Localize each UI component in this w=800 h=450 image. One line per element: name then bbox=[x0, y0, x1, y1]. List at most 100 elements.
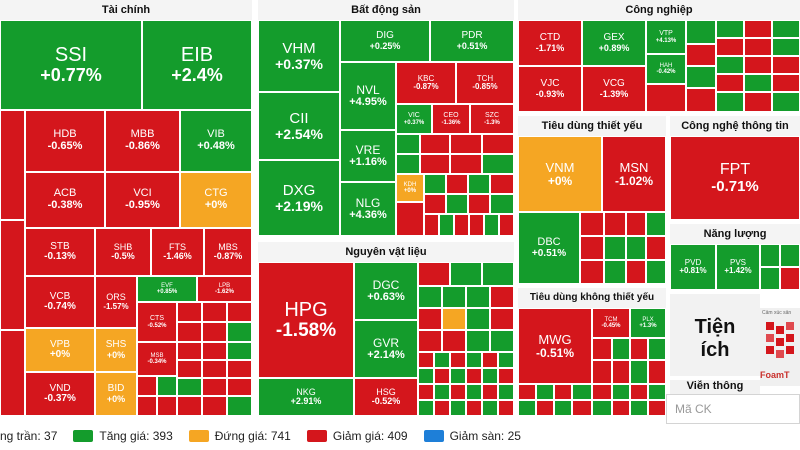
stock-tile-small[interactable] bbox=[446, 194, 468, 214]
stock-tile-small[interactable] bbox=[716, 92, 744, 112]
tile-mbs[interactable]: MBS -0.87% bbox=[204, 228, 252, 276]
stock-tile-small[interactable] bbox=[612, 384, 630, 400]
stock-tile-small[interactable] bbox=[772, 20, 800, 38]
tile-left-col-1[interactable] bbox=[0, 110, 25, 220]
stock-tile-small[interactable] bbox=[744, 38, 772, 56]
tile-vtp[interactable]: VTP +4.13% bbox=[646, 20, 686, 54]
stock-tile-small[interactable] bbox=[536, 400, 554, 416]
stock-tile-small[interactable] bbox=[716, 20, 744, 38]
stock-tile-small[interactable] bbox=[418, 286, 442, 308]
stock-tile-small[interactable] bbox=[420, 154, 450, 174]
tile-vcg[interactable]: VCG -1.39% bbox=[582, 66, 646, 112]
stock-tile-small[interactable] bbox=[418, 330, 442, 352]
stock-tile-small[interactable] bbox=[450, 368, 466, 384]
stock-tile-small[interactable] bbox=[227, 378, 252, 396]
stock-tile-small[interactable] bbox=[592, 338, 612, 360]
tile-msn[interactable]: MSN -1.02% bbox=[602, 136, 666, 212]
stock-tile-small[interactable] bbox=[466, 330, 490, 352]
stock-tile-small[interactable] bbox=[760, 267, 780, 290]
tile-kbc[interactable]: KBC -0.87% bbox=[396, 62, 456, 104]
stock-tile-small[interactable] bbox=[418, 308, 442, 330]
tile-pdr[interactable]: PDR +0.51% bbox=[430, 20, 514, 62]
stock-tile-small[interactable] bbox=[648, 338, 666, 360]
stock-tile-small[interactable] bbox=[418, 384, 434, 400]
tile-vic[interactable]: VIC +0.37% bbox=[396, 104, 432, 134]
stock-tile-small[interactable] bbox=[592, 360, 612, 384]
tile-left-col-3[interactable] bbox=[0, 330, 25, 416]
stock-tile-small[interactable] bbox=[434, 400, 450, 416]
stock-tile-small[interactable] bbox=[396, 154, 420, 174]
tile-vcb[interactable]: VCB -0.74% bbox=[25, 276, 95, 328]
tile-dig[interactable]: DIG +0.25% bbox=[340, 20, 430, 62]
stock-tile-small[interactable] bbox=[498, 384, 514, 400]
stock-tile-small[interactable] bbox=[177, 360, 202, 378]
stock-tile-small[interactable] bbox=[442, 308, 466, 330]
stock-tile-small[interactable] bbox=[202, 302, 227, 322]
stock-tile-small[interactable] bbox=[434, 352, 450, 368]
stock-tile-small[interactable] bbox=[482, 262, 514, 286]
stock-tile-small[interactable] bbox=[554, 400, 572, 416]
stock-tile-small[interactable] bbox=[396, 202, 424, 236]
stock-tile-small[interactable] bbox=[490, 286, 514, 308]
stock-tile-small[interactable] bbox=[744, 74, 772, 92]
tile-stb[interactable]: STB -0.13% bbox=[25, 228, 95, 276]
tile-cts[interactable]: CTS -0.52% bbox=[137, 302, 177, 342]
stock-tile-small[interactable] bbox=[648, 400, 666, 416]
tile-pvs[interactable]: PVS +1.42% bbox=[716, 244, 760, 290]
tile-evf[interactable]: EVF +0.85% bbox=[137, 276, 197, 302]
tile-lpb[interactable]: LPB -1.62% bbox=[197, 276, 252, 302]
tile-hdb[interactable]: HDB -0.65% bbox=[25, 110, 105, 172]
stock-tile-small[interactable] bbox=[482, 384, 498, 400]
tile-fts[interactable]: FTS -1.46% bbox=[151, 228, 204, 276]
stock-tile-small[interactable] bbox=[227, 302, 252, 322]
stock-tile-small[interactable] bbox=[482, 400, 498, 416]
tile-acb[interactable]: ACB -0.38% bbox=[25, 172, 105, 228]
tile-shb[interactable]: SHB -0.5% bbox=[95, 228, 151, 276]
stock-tile-small[interactable] bbox=[177, 302, 202, 322]
tile-nlg[interactable]: NLG +4.36% bbox=[340, 182, 396, 236]
stock-tile-small[interactable] bbox=[490, 330, 514, 352]
stock-tile-small[interactable] bbox=[744, 20, 772, 38]
stock-tile-small[interactable] bbox=[780, 267, 800, 290]
stock-tile-small[interactable] bbox=[137, 396, 157, 416]
stock-tile-small[interactable] bbox=[424, 174, 446, 194]
stock-tile-small[interactable] bbox=[744, 56, 772, 74]
tile-hah[interactable]: HAH -0.42% bbox=[646, 54, 686, 84]
stock-tile-small[interactable] bbox=[177, 342, 202, 360]
tile-nvl[interactable]: NVL +4.95% bbox=[340, 62, 396, 130]
stock-tile-small[interactable] bbox=[466, 384, 482, 400]
stock-tile-small[interactable] bbox=[490, 308, 514, 330]
stock-tile-small[interactable] bbox=[420, 134, 450, 154]
tile-pvd[interactable]: PVD +0.81% bbox=[670, 244, 716, 290]
stock-tile-small[interactable] bbox=[227, 322, 252, 342]
stock-tile-small[interactable] bbox=[442, 330, 466, 352]
stock-tile-small[interactable] bbox=[202, 342, 227, 360]
stock-code-search-input[interactable] bbox=[666, 394, 800, 424]
tile-cii[interactable]: CII +2.54% bbox=[258, 92, 340, 160]
stock-tile-small[interactable] bbox=[772, 38, 800, 56]
stock-tile-small[interactable] bbox=[630, 400, 648, 416]
tile-ors[interactable]: ORS -1.57% bbox=[95, 276, 137, 328]
stock-tile-small[interactable] bbox=[450, 400, 466, 416]
stock-tile-small[interactable] bbox=[536, 384, 554, 400]
tile-vhm[interactable]: VHM +0.37% bbox=[258, 20, 340, 92]
stock-tile-small[interactable] bbox=[466, 400, 482, 416]
stock-tile-small[interactable] bbox=[418, 368, 434, 384]
stock-tile-small[interactable] bbox=[396, 134, 420, 154]
stock-tile-small[interactable] bbox=[434, 368, 450, 384]
stock-tile-small[interactable] bbox=[604, 212, 626, 236]
stock-tile-small[interactable] bbox=[418, 262, 450, 286]
stock-tile-small[interactable] bbox=[499, 214, 514, 236]
tile-gvr[interactable]: GVR +2.14% bbox=[354, 320, 418, 378]
tile-ctg[interactable]: CTG +0% bbox=[180, 172, 252, 228]
tile-ceo[interactable]: CEO -1.36% bbox=[432, 104, 470, 134]
stock-tile-small[interactable] bbox=[648, 360, 666, 384]
stock-tile-small[interactable] bbox=[450, 134, 482, 154]
stock-tile-small[interactable] bbox=[490, 194, 514, 214]
stock-tile-small[interactable] bbox=[626, 260, 646, 284]
stock-tile-small[interactable] bbox=[630, 338, 648, 360]
stock-tile-small[interactable] bbox=[450, 384, 466, 400]
stock-tile-small[interactable] bbox=[202, 378, 227, 396]
stock-tile-small[interactable] bbox=[454, 214, 469, 236]
stock-tile-small[interactable] bbox=[450, 262, 482, 286]
